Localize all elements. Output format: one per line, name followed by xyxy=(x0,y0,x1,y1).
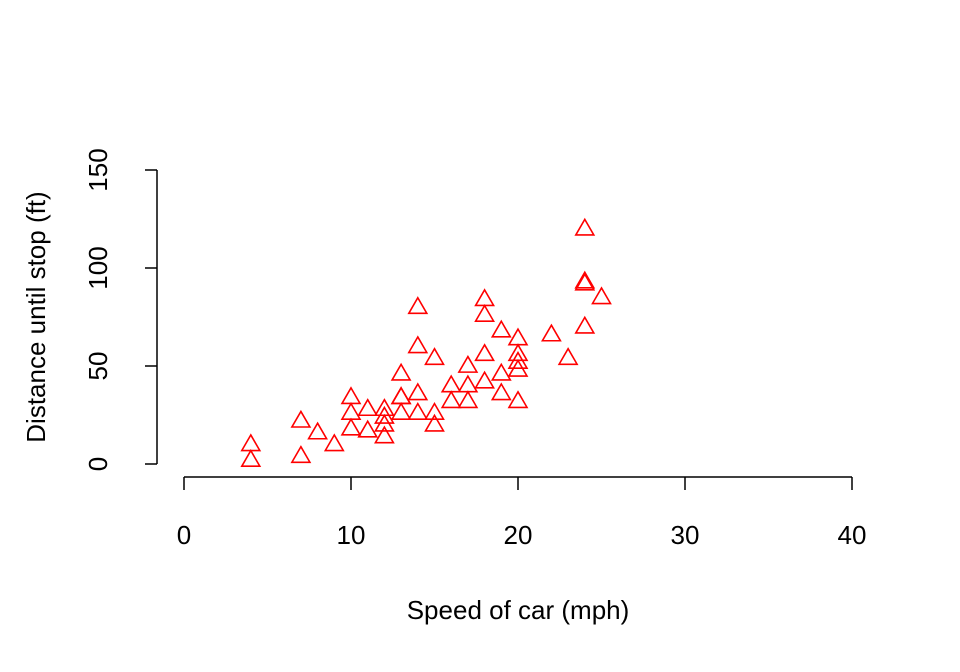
point xyxy=(574,272,596,291)
point xyxy=(490,362,512,381)
point xyxy=(357,419,379,438)
y-tick-label: 50 xyxy=(83,352,113,381)
point xyxy=(323,433,345,452)
point xyxy=(574,217,596,236)
point xyxy=(390,401,412,420)
point xyxy=(290,409,312,428)
point xyxy=(390,362,412,381)
x-axis-title: Speed of car (mph) xyxy=(407,595,630,625)
x-tick-label: 0 xyxy=(177,520,191,550)
point xyxy=(507,343,529,362)
x-tick-label: 40 xyxy=(838,520,867,550)
point xyxy=(240,433,262,452)
point xyxy=(440,374,462,393)
point xyxy=(290,445,312,464)
point xyxy=(474,370,495,389)
y-tick-label: 100 xyxy=(83,246,113,289)
point xyxy=(490,382,512,401)
point xyxy=(457,390,479,409)
point xyxy=(541,323,562,342)
point xyxy=(407,401,429,420)
point xyxy=(407,382,429,401)
point xyxy=(390,386,412,405)
point xyxy=(474,288,495,307)
point xyxy=(424,347,445,366)
point xyxy=(374,425,395,444)
point xyxy=(507,327,529,346)
x-tick-label: 30 xyxy=(671,520,700,550)
point xyxy=(424,401,445,420)
point xyxy=(474,303,495,322)
y-tick-label: 0 xyxy=(83,457,113,471)
point xyxy=(340,386,362,405)
point xyxy=(407,335,429,354)
point xyxy=(374,398,395,417)
point xyxy=(240,449,262,467)
point xyxy=(340,417,362,436)
point xyxy=(591,286,612,305)
point xyxy=(574,270,596,289)
point xyxy=(474,343,495,362)
y-tick-label: 150 xyxy=(83,148,113,191)
point xyxy=(574,315,596,334)
point xyxy=(557,347,579,366)
point xyxy=(407,296,429,315)
point xyxy=(424,413,445,432)
point xyxy=(457,374,479,393)
point xyxy=(507,390,529,409)
y-axis-title: Distance until stop (ft) xyxy=(21,191,51,442)
point xyxy=(390,386,412,405)
point xyxy=(357,398,379,417)
x-tick-label: 20 xyxy=(504,520,533,550)
point xyxy=(490,319,512,338)
x-tick-label: 10 xyxy=(337,520,366,550)
point xyxy=(440,390,462,409)
point xyxy=(340,401,362,420)
point xyxy=(307,421,328,440)
point xyxy=(457,354,479,373)
